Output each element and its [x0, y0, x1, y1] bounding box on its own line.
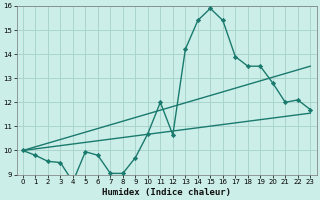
X-axis label: Humidex (Indice chaleur): Humidex (Indice chaleur) [102, 188, 231, 197]
